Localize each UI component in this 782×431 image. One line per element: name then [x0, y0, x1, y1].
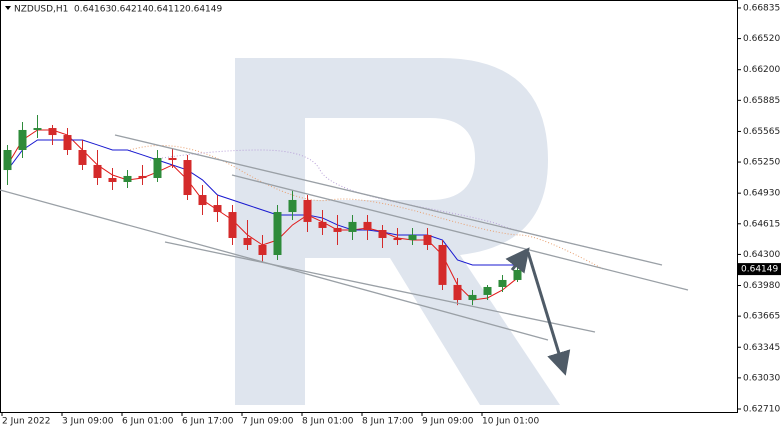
x-tick-label: 6 Jun 17:00 — [182, 417, 234, 427]
y-tick-label: 0.62710 — [743, 404, 780, 414]
forecast-arrows — [505, 247, 571, 376]
y-tick-label: 0.63980 — [743, 281, 780, 291]
y-tick-label: 0.64615 — [743, 219, 780, 229]
x-tick-label: 10 Jun 01:00 — [482, 417, 539, 427]
candle-body — [3, 150, 12, 171]
candle-body — [48, 128, 57, 136]
candle-body — [213, 205, 222, 213]
indicator-line — [7, 139, 518, 266]
candle-body — [498, 279, 507, 287]
candle-body — [63, 135, 72, 151]
current-price: 0.64149 — [741, 265, 778, 275]
candle-body — [228, 212, 237, 238]
candle-body — [138, 175, 147, 179]
menu-arrow[interactable] — [5, 6, 11, 10]
candle-body — [33, 128, 42, 130]
candle-body — [108, 178, 117, 182]
y-tick-label: 0.64300 — [743, 250, 780, 260]
candle-body — [423, 234, 432, 245]
candle-body — [438, 244, 447, 285]
candle-body — [168, 157, 177, 161]
y-tick-label: 0.66200 — [743, 65, 780, 75]
y-tick-label: 0.65565 — [743, 127, 780, 137]
x-tick-label: 8 Jun 01:00 — [302, 417, 354, 427]
candle-body — [408, 234, 417, 241]
candle-body — [393, 237, 402, 241]
candle-body — [363, 221, 372, 231]
y-tick-label: 0.65885 — [743, 96, 780, 106]
ohlc-high: 0.64214 — [111, 5, 148, 15]
ohlc-close: 0.64149 — [185, 5, 222, 15]
x-tick-label: 9 Jun 09:00 — [422, 417, 474, 427]
trend-lines — [0, 134, 689, 341]
price-tag — [738, 263, 781, 276]
candle-body — [333, 227, 342, 232]
x-tick-label: 7 Jun 09:00 — [242, 417, 294, 427]
y-tick-label: 0.65250 — [743, 158, 780, 168]
candle-body — [183, 160, 192, 196]
candle-body — [483, 286, 492, 295]
candle-body — [303, 199, 312, 222]
candle-body — [243, 237, 252, 245]
y-tick-label: 0.66520 — [743, 34, 780, 44]
y-tick-label: 0.66835 — [743, 3, 780, 13]
y-tick-label: 0.63345 — [743, 343, 780, 353]
candle-body — [93, 164, 102, 179]
candle-body — [453, 284, 462, 301]
candle-body — [123, 175, 132, 182]
ichimoku-cloud — [129, 145, 606, 271]
x-tick-label: 8 Jun 17:00 — [362, 417, 414, 427]
candle-body — [78, 150, 87, 165]
candle-body — [318, 221, 327, 228]
ohlc-open: 0.64163 — [74, 5, 111, 15]
candle-body — [198, 195, 207, 206]
candle-body — [258, 244, 267, 255]
candle-body — [348, 221, 357, 232]
candle-body — [153, 157, 162, 179]
y-tick-label: 0.64930 — [743, 189, 780, 199]
x-tick-label: 3 Jun 09:00 — [62, 417, 114, 427]
symbol: NZDUSD,H1 — [14, 5, 68, 15]
x-tick-label: 6 Jun 01:00 — [122, 417, 174, 427]
candle-body — [18, 129, 27, 151]
plot-frame — [0, 0, 738, 413]
candle-body — [273, 212, 282, 255]
y-tick-label: 0.63665 — [743, 312, 780, 322]
candle-body — [468, 294, 477, 301]
ohlc-low: 0.64112 — [148, 5, 185, 15]
x-tick-label: 2 Jun 2022 — [2, 417, 50, 427]
y-tick-label: 0.63030 — [743, 373, 780, 383]
candle-body — [378, 230, 387, 238]
candle-body — [288, 199, 297, 213]
candle-body — [513, 269, 522, 280]
